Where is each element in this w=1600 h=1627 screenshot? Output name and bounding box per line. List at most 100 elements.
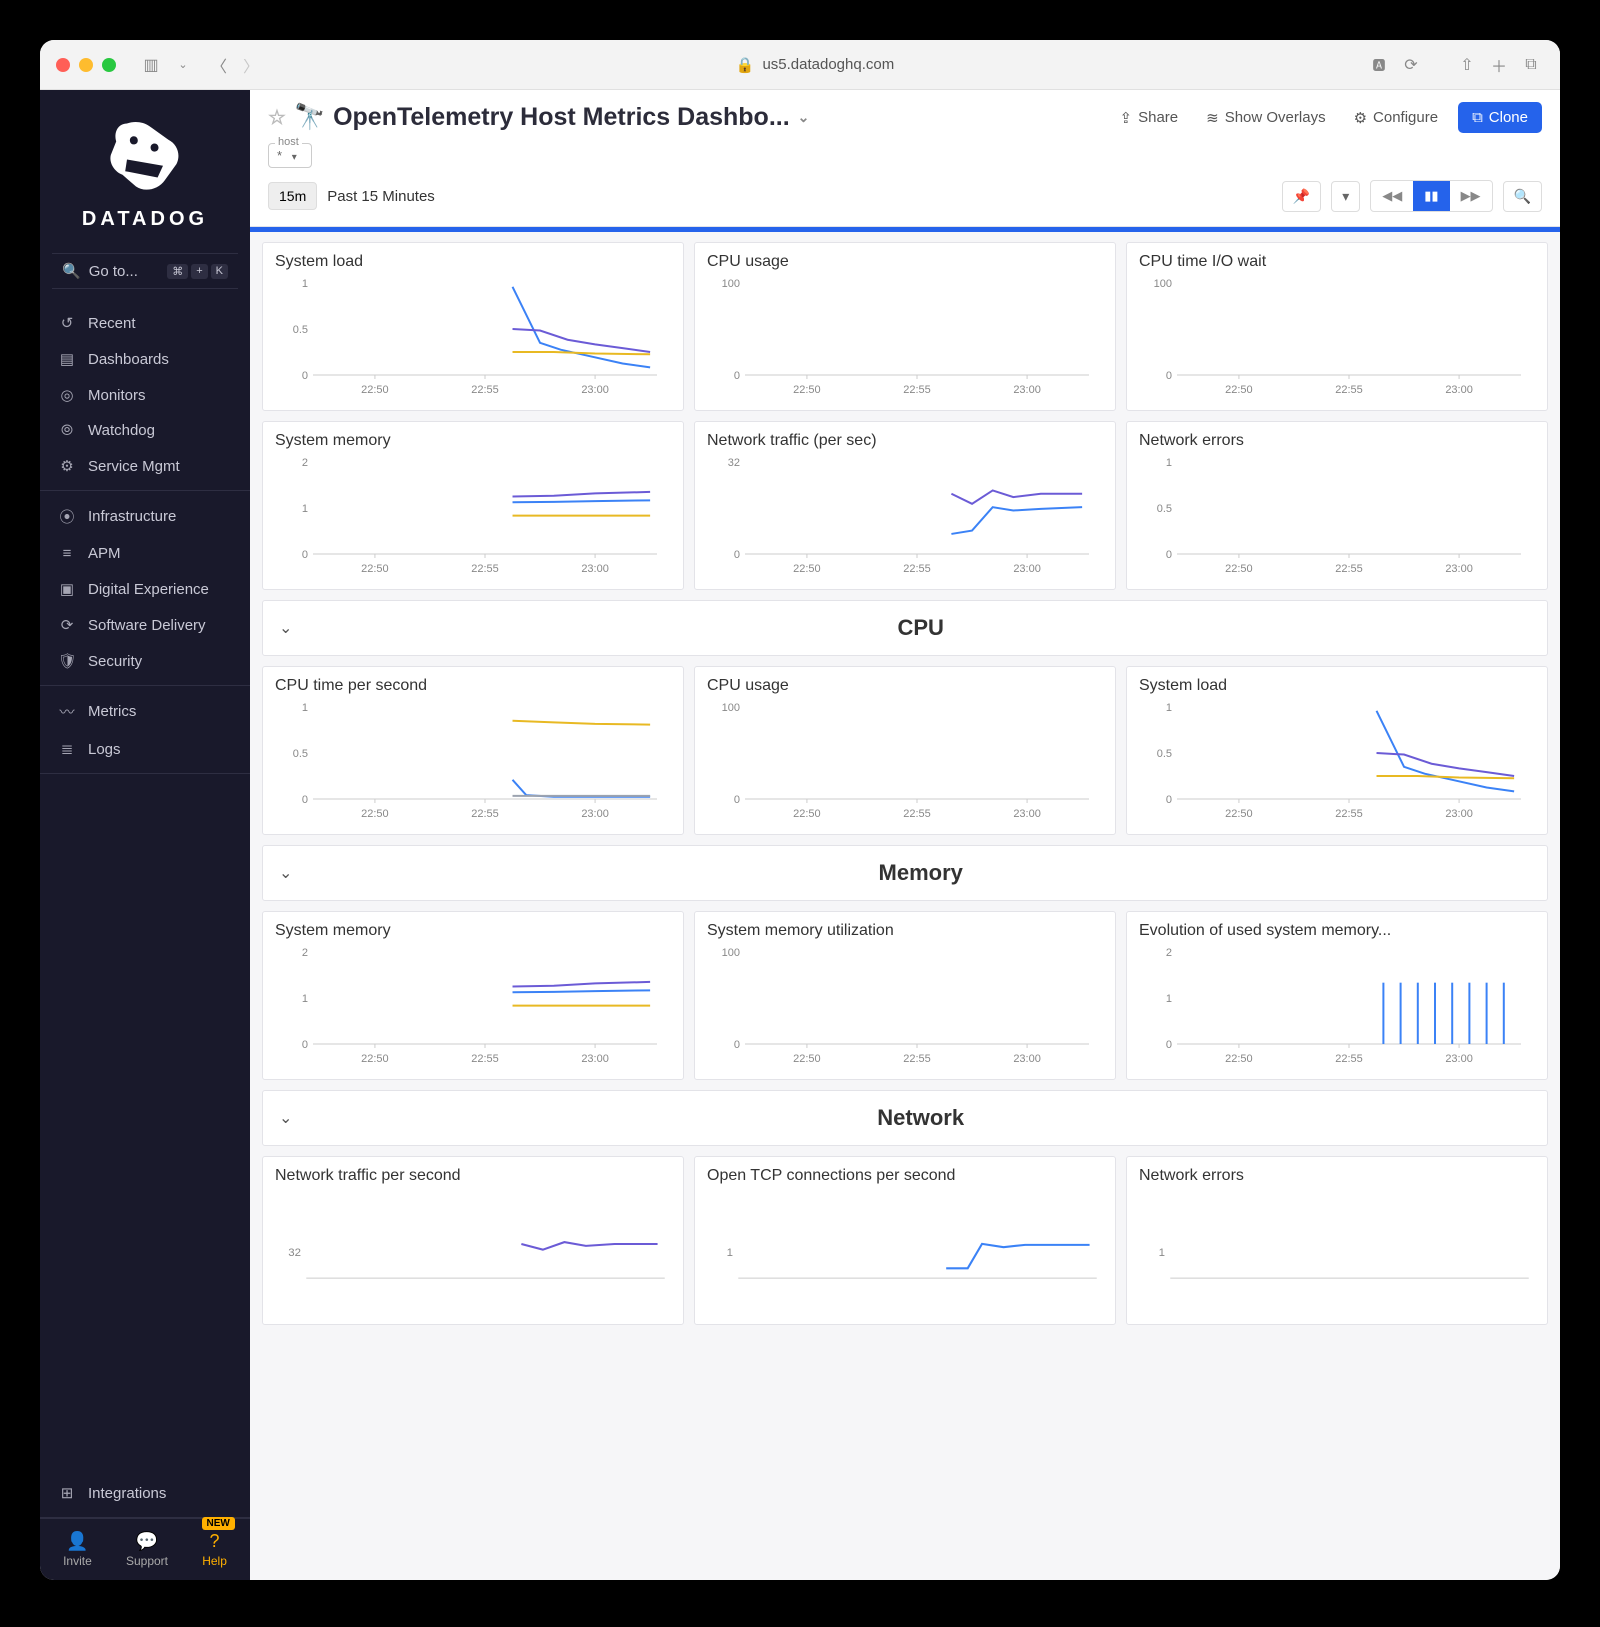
help-button[interactable]: NEW ? Help xyxy=(202,1531,227,1568)
show-overlays-button[interactable]: ≋ Show Overlays xyxy=(1198,103,1333,133)
svg-text:0: 0 xyxy=(1166,370,1172,382)
chart-card[interactable]: CPU usage010022:5022:5523:00 xyxy=(694,666,1116,835)
help-icon: ? xyxy=(202,1531,227,1552)
host-filter-label: host xyxy=(275,136,302,148)
dashboard-content: System load00.5122:5022:5523:00CPU usage… xyxy=(250,232,1560,1580)
section-header: ⌄Memory xyxy=(262,845,1548,901)
star-icon[interactable]: ☆ xyxy=(268,105,286,130)
sidebar-item-apm[interactable]: ≡APM xyxy=(40,536,250,571)
svg-text:23:00: 23:00 xyxy=(1445,1053,1473,1065)
svg-text:22:55: 22:55 xyxy=(1335,808,1363,820)
collapse-icon[interactable]: ⌄ xyxy=(279,618,292,638)
chart-card[interactable]: System memory utilization010022:5022:552… xyxy=(694,911,1116,1080)
svg-text:22:50: 22:50 xyxy=(793,563,821,575)
sidebar-item-digital-experience[interactable]: ▣Digital Experience xyxy=(40,571,250,607)
svg-text:1: 1 xyxy=(302,278,308,290)
sidebar-item-software-delivery[interactable]: ⟳Software Delivery xyxy=(40,607,250,643)
configure-button[interactable]: ⚙ Configure xyxy=(1346,103,1447,133)
sidebar-item-dashboards[interactable]: ▤Dashboards xyxy=(40,341,250,377)
svg-text:22:55: 22:55 xyxy=(1335,563,1363,575)
sidebar-item-metrics[interactable]: 〰Metrics xyxy=(40,692,250,731)
svg-text:22:55: 22:55 xyxy=(903,1053,931,1065)
svg-text:22:55: 22:55 xyxy=(471,1053,499,1065)
nav-icon: 〰 xyxy=(58,701,76,722)
back-button[interactable]: 〈 xyxy=(206,52,232,78)
goto-search[interactable]: 🔍 Go to... ⌘+K xyxy=(52,253,238,289)
nav-icon: ≡ xyxy=(58,545,76,562)
svg-text:22:55: 22:55 xyxy=(1335,1053,1363,1065)
time-range-label: Past 15 Minutes xyxy=(327,188,435,205)
chart-card[interactable]: Network errors1 xyxy=(1126,1156,1548,1325)
host-filter[interactable]: host * ▾ xyxy=(268,143,312,168)
reload-button[interactable]: ⟳ xyxy=(1398,52,1424,78)
sidebar-item-watchdog[interactable]: ⦾Watchdog xyxy=(40,413,250,448)
chart-card[interactable]: System load00.5122:5022:5523:00 xyxy=(262,242,684,411)
browser-titlebar: ▥ ⌄ 〈 〉 🔒 us5.datadoghq.com 🅰 ⟳ ⇧ ＋ ⧉ xyxy=(40,40,1560,90)
svg-text:22:55: 22:55 xyxy=(471,563,499,575)
nav-icon: ⦾ xyxy=(58,422,76,439)
sidebar: DATADOG 🔍 Go to... ⌘+K ↺Recent▤Dashboard… xyxy=(40,90,250,1580)
forward-button[interactable]: 〉 xyxy=(238,52,264,78)
svg-text:1: 1 xyxy=(302,993,308,1005)
svg-text:32: 32 xyxy=(288,1247,301,1259)
share-button[interactable]: ⇪ Share xyxy=(1112,103,1187,133)
svg-text:0: 0 xyxy=(1166,1039,1172,1051)
browser-window: ▥ ⌄ 〈 〉 🔒 us5.datadoghq.com 🅰 ⟳ ⇧ ＋ ⧉ xyxy=(40,40,1560,1580)
title-dropdown-icon[interactable]: ⌄ xyxy=(798,109,810,126)
chart-card[interactable]: System memory01222:5022:5523:00 xyxy=(262,911,684,1080)
section-header: ⌄CPU xyxy=(262,600,1548,656)
goto-label: Go to... xyxy=(89,263,138,280)
pause-button[interactable]: ▮▮ xyxy=(1413,181,1449,211)
time-range-short[interactable]: 15m xyxy=(268,182,317,210)
minimize-window-button[interactable] xyxy=(79,58,93,72)
forward-button[interactable]: ▶▶ xyxy=(1450,181,1492,211)
invite-button[interactable]: 👤 Invite xyxy=(63,1531,92,1568)
sidebar-item-service-mgmt[interactable]: ⚙Service Mgmt xyxy=(40,448,250,484)
svg-text:100: 100 xyxy=(1154,278,1172,290)
clone-icon: ⧉ xyxy=(1472,109,1483,126)
clone-button[interactable]: ⧉ Clone xyxy=(1458,102,1542,133)
chart-card[interactable]: CPU time I/O wait010022:5022:5523:00 xyxy=(1126,242,1548,411)
share-button[interactable]: ⇧ xyxy=(1454,52,1480,78)
time-dropdown-button[interactable]: ▾ xyxy=(1331,181,1360,212)
sidebar-toggle-icon[interactable]: ▥ xyxy=(138,52,164,78)
section-grid: System memory01222:5022:5523:00System me… xyxy=(262,911,1548,1080)
collapse-icon[interactable]: ⌄ xyxy=(279,863,292,883)
sidebar-item-logs[interactable]: ≣Logs xyxy=(40,731,250,767)
nav-label: Recent xyxy=(88,315,136,332)
chart-card[interactable]: Network errors00.5122:5022:5523:00 xyxy=(1126,421,1548,590)
chart-card[interactable]: System memory01222:5022:5523:00 xyxy=(262,421,684,590)
close-window-button[interactable] xyxy=(56,58,70,72)
chart-card[interactable]: Network traffic per second32 xyxy=(262,1156,684,1325)
maximize-window-button[interactable] xyxy=(102,58,116,72)
chart-card[interactable]: CPU time per second00.5122:5022:5523:00 xyxy=(262,666,684,835)
svg-text:22:55: 22:55 xyxy=(903,384,931,396)
sidebar-item-infrastructure[interactable]: ⦿Infrastructure xyxy=(40,497,250,536)
support-button[interactable]: 💬 Support xyxy=(126,1531,168,1568)
chart-card[interactable]: System load00.5122:5022:5523:00 xyxy=(1126,666,1548,835)
tabs-button[interactable]: ⧉ xyxy=(1518,52,1544,78)
pin-button[interactable]: 📌 xyxy=(1282,181,1321,212)
collapse-icon[interactable]: ⌄ xyxy=(279,1108,292,1128)
sidebar-item-security[interactable]: 🛡Security xyxy=(40,643,250,679)
chart-card[interactable]: Evolution of used system memory...01222:… xyxy=(1126,911,1548,1080)
svg-text:0: 0 xyxy=(302,1039,308,1051)
address-bar[interactable]: 🔒 us5.datadoghq.com xyxy=(274,56,1356,74)
sidebar-item-recent[interactable]: ↺Recent xyxy=(40,305,250,341)
chart-title: Network errors xyxy=(1139,1167,1535,1185)
chart-card[interactable]: CPU usage010022:5022:5523:00 xyxy=(694,242,1116,411)
chart-svg: 00.5122:5022:5523:00 xyxy=(275,277,671,397)
svg-text:22:50: 22:50 xyxy=(361,1053,389,1065)
translate-icon[interactable]: 🅰 xyxy=(1366,52,1392,78)
svg-text:22:55: 22:55 xyxy=(471,384,499,396)
logo-area: DATADOG xyxy=(40,90,250,243)
rewind-button[interactable]: ◀◀ xyxy=(1371,181,1413,211)
chevron-down-icon[interactable]: ⌄ xyxy=(170,52,196,78)
sidebar-item-monitors[interactable]: ◎Monitors xyxy=(40,377,250,413)
new-tab-button[interactable]: ＋ xyxy=(1486,52,1512,78)
chart-card[interactable]: Network traffic (per sec)03222:5022:5523… xyxy=(694,421,1116,590)
new-badge: NEW xyxy=(202,1517,235,1530)
sidebar-item-integrations[interactable]: ⊞ Integrations xyxy=(40,1475,250,1511)
chart-card[interactable]: Open TCP connections per second1 xyxy=(694,1156,1116,1325)
search-time-button[interactable]: 🔍 xyxy=(1503,181,1542,212)
